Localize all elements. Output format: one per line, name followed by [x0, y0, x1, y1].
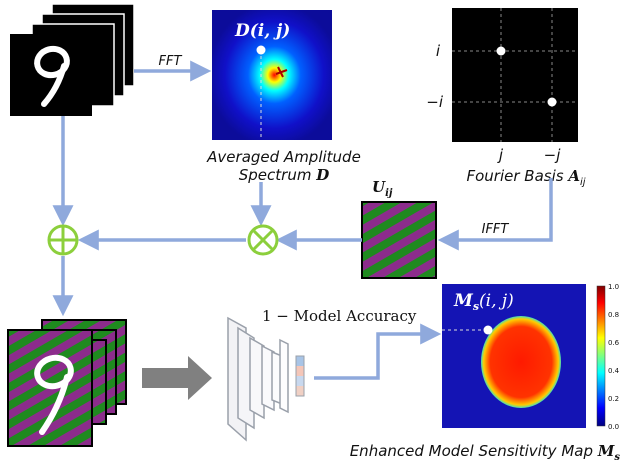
multiply-operator-icon	[247, 224, 279, 256]
model-accuracy-label: 1 − Model Accuracy	[262, 307, 417, 325]
perturbed-image-stack	[7, 319, 127, 447]
averaged-amplitude-label-line2: Spectrum D	[239, 166, 329, 184]
colorbar-tick: 0.4	[608, 367, 620, 375]
ms-ij-label: Ms(i, j)	[453, 291, 514, 313]
model-to-map-arrow	[314, 323, 442, 380]
fourier-basis-image	[452, 8, 578, 142]
perturbed-digit-nine-icon	[34, 354, 74, 435]
spectrum-point-marker	[256, 45, 266, 55]
axis-label-i: i	[436, 42, 441, 60]
colorbar-tick: 0.8	[608, 311, 619, 319]
add-operator-icon	[47, 224, 79, 256]
axis-label-j: j	[497, 146, 504, 164]
digit-nine-icon	[34, 45, 70, 107]
amplitude-spectrum-image: D(i, j)	[212, 10, 332, 140]
colorbar-tick: 1.0	[608, 283, 619, 291]
sensitivity-map-image: Ms(i, j)	[442, 284, 586, 428]
fourier-basis-label: Fourier Basis Aij	[466, 167, 585, 188]
basis-point-negative	[547, 97, 557, 107]
colorbar-tick: 0.0	[608, 423, 619, 431]
u-ij-label: Uij	[372, 178, 393, 199]
perturbation-pattern-image	[361, 201, 437, 279]
input-image-stack	[10, 3, 135, 116]
d-ij-label: D(i, j)	[234, 21, 290, 41]
forward-arrow-icon	[142, 356, 212, 400]
sensitivity-point-marker	[483, 325, 493, 335]
colorbar-tick: 0.6	[608, 339, 620, 347]
ifft-arrow	[437, 178, 553, 251]
averaged-amplitude-label-line1: Averaged Amplitude	[206, 148, 361, 166]
flow-arrows	[52, 60, 553, 380]
colorbar-tick: 0.2	[608, 395, 619, 403]
enhanced-sensitivity-map-label: Enhanced Model Sensitivity Map Ms	[350, 442, 621, 463]
colorbar: 1.0 0.8 0.6 0.4 0.2 0.0	[596, 283, 620, 431]
ifft-label: IFFT	[482, 222, 510, 237]
axis-label-neg-i: −i	[426, 93, 444, 111]
neural-network-icon	[227, 316, 305, 442]
svg-text:D(i, j): D(i, j)	[234, 21, 290, 41]
basis-point-positive	[496, 46, 506, 56]
axis-label-neg-j: −j	[544, 146, 562, 164]
fft-label: FFT	[159, 54, 183, 69]
